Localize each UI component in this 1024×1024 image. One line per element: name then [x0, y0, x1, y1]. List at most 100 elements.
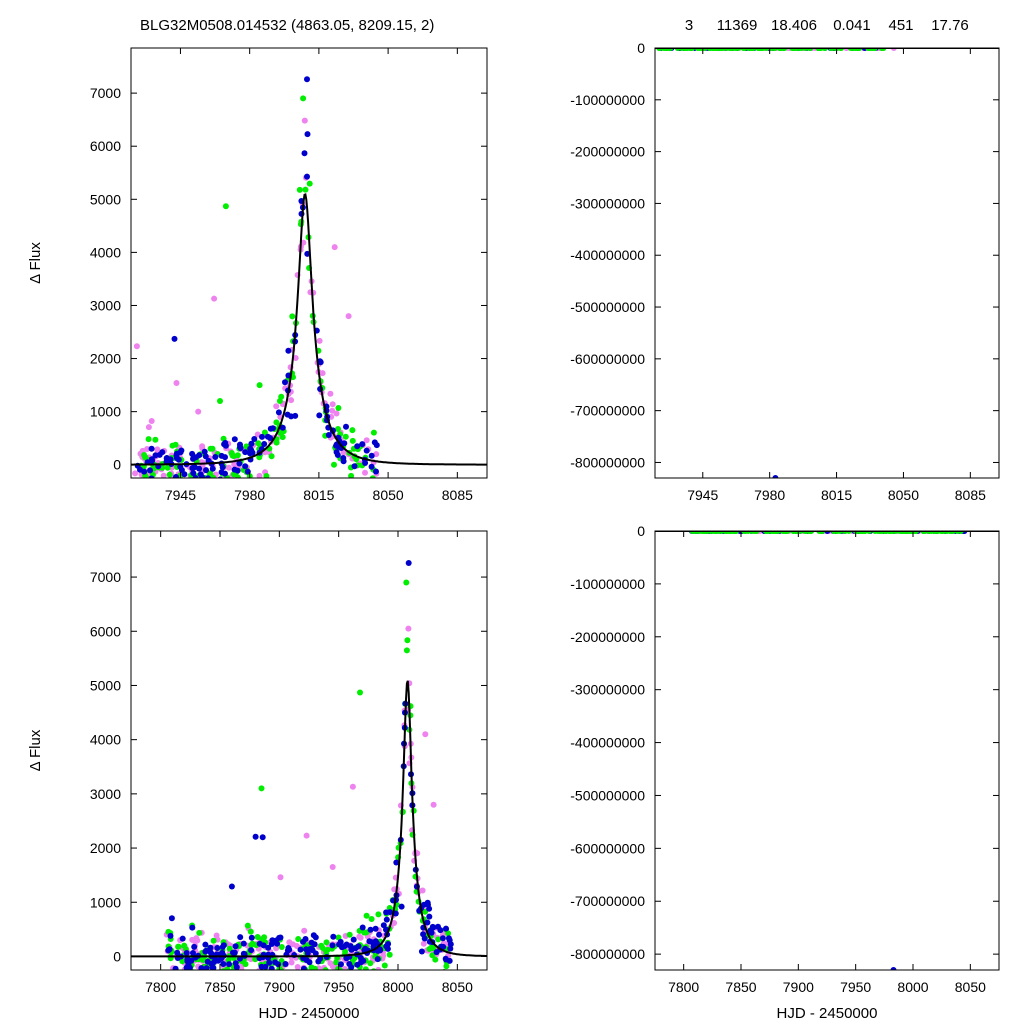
y-tick-label: -500000000 — [570, 787, 645, 803]
data-point — [359, 441, 366, 448]
data-point — [266, 959, 273, 966]
data-point — [172, 965, 179, 970]
data-point — [419, 887, 426, 894]
x-tick-label: 7900 — [783, 979, 814, 995]
data-point — [278, 944, 285, 950]
data-point — [322, 967, 329, 970]
data-point — [363, 437, 370, 444]
plot-area — [131, 560, 487, 1001]
data-point — [383, 916, 390, 923]
data-point — [346, 961, 353, 967]
data-point — [175, 456, 182, 463]
data-point — [335, 405, 342, 411]
x-axis-label: HJD - 2450000 — [259, 1005, 360, 1022]
data-point — [217, 476, 223, 478]
data-point — [391, 920, 398, 926]
data-point — [337, 938, 344, 945]
x-tick-label: 7900 — [264, 979, 295, 995]
data-point — [329, 407, 336, 414]
x-tick-label: 8000 — [382, 979, 413, 995]
data-point — [145, 424, 152, 431]
data-point — [248, 447, 255, 454]
data-point — [134, 487, 140, 493]
data-point — [324, 946, 331, 953]
data-point — [333, 959, 340, 966]
data-point — [242, 449, 249, 456]
data-point — [267, 972, 273, 978]
y-tick-label: 5000 — [90, 191, 121, 207]
data-point — [349, 783, 356, 790]
data-point — [277, 874, 284, 881]
data-point — [268, 969, 272, 970]
data-point — [422, 731, 429, 738]
data-point — [230, 471, 237, 478]
stat-value: 451 — [888, 17, 913, 34]
data-point — [231, 461, 238, 468]
data-point — [363, 912, 370, 919]
data-point — [294, 964, 301, 970]
data-point — [235, 995, 241, 1001]
y-tick-label: 4000 — [90, 732, 121, 748]
x-tick-label: 8085 — [955, 487, 986, 503]
data-point — [231, 466, 238, 473]
y-tick-label: -800000000 — [570, 454, 645, 470]
data-point — [288, 397, 295, 404]
data-point — [331, 461, 337, 468]
data-point — [405, 625, 412, 632]
data-point — [443, 925, 449, 932]
data-point — [418, 948, 425, 955]
data-point — [210, 964, 217, 970]
stats-row: 3 11369 18.406 0.041 451 17.76 — [685, 17, 969, 34]
y-axis-label: Δ Flux — [27, 729, 44, 771]
data-point — [190, 455, 196, 462]
data-point — [373, 940, 380, 947]
data-point — [248, 440, 255, 447]
data-point — [252, 833, 259, 840]
data-point — [201, 971, 207, 977]
x-tick-label: 7800 — [145, 979, 176, 995]
data-point — [226, 961, 232, 968]
data-point — [247, 928, 254, 935]
data-point — [193, 935, 200, 942]
data-point — [193, 974, 199, 980]
data-point — [404, 637, 411, 644]
y-tick-label: 6000 — [90, 138, 121, 154]
data-point — [273, 419, 280, 426]
data-point — [265, 944, 272, 951]
data-point — [182, 480, 188, 486]
y-axis-label: Δ Flux — [27, 242, 44, 284]
data-point — [273, 945, 280, 952]
data-point — [274, 940, 281, 947]
data-point — [309, 947, 316, 954]
plot-frame — [654, 47, 1000, 479]
data-point — [349, 427, 356, 434]
data-point — [256, 382, 263, 389]
model-curve — [131, 193, 487, 466]
data-point — [240, 940, 247, 947]
data-point — [368, 452, 375, 459]
data-point — [442, 970, 448, 976]
data-point — [180, 986, 186, 992]
data-point — [190, 470, 197, 477]
data-point — [427, 927, 434, 934]
data-point — [209, 465, 216, 472]
plot-area — [655, 531, 999, 970]
data-point — [437, 927, 444, 934]
data-point — [306, 959, 313, 966]
data-point — [207, 445, 214, 452]
data-point — [288, 959, 295, 966]
data-point — [302, 186, 309, 193]
data-point — [238, 966, 245, 970]
data-point — [268, 965, 275, 970]
y-tick-label: 7000 — [90, 85, 121, 101]
y-tick-label: 1000 — [90, 404, 121, 420]
data-point — [179, 958, 186, 965]
x-tick-label: 7850 — [725, 979, 756, 995]
y-tick-label: -300000000 — [570, 682, 645, 698]
y-tick-label: -300000000 — [570, 195, 645, 211]
x-tick-label: 8085 — [442, 487, 473, 503]
data-point — [370, 968, 377, 970]
data-point — [356, 481, 362, 487]
data-point — [248, 934, 255, 941]
data-point — [301, 150, 308, 157]
